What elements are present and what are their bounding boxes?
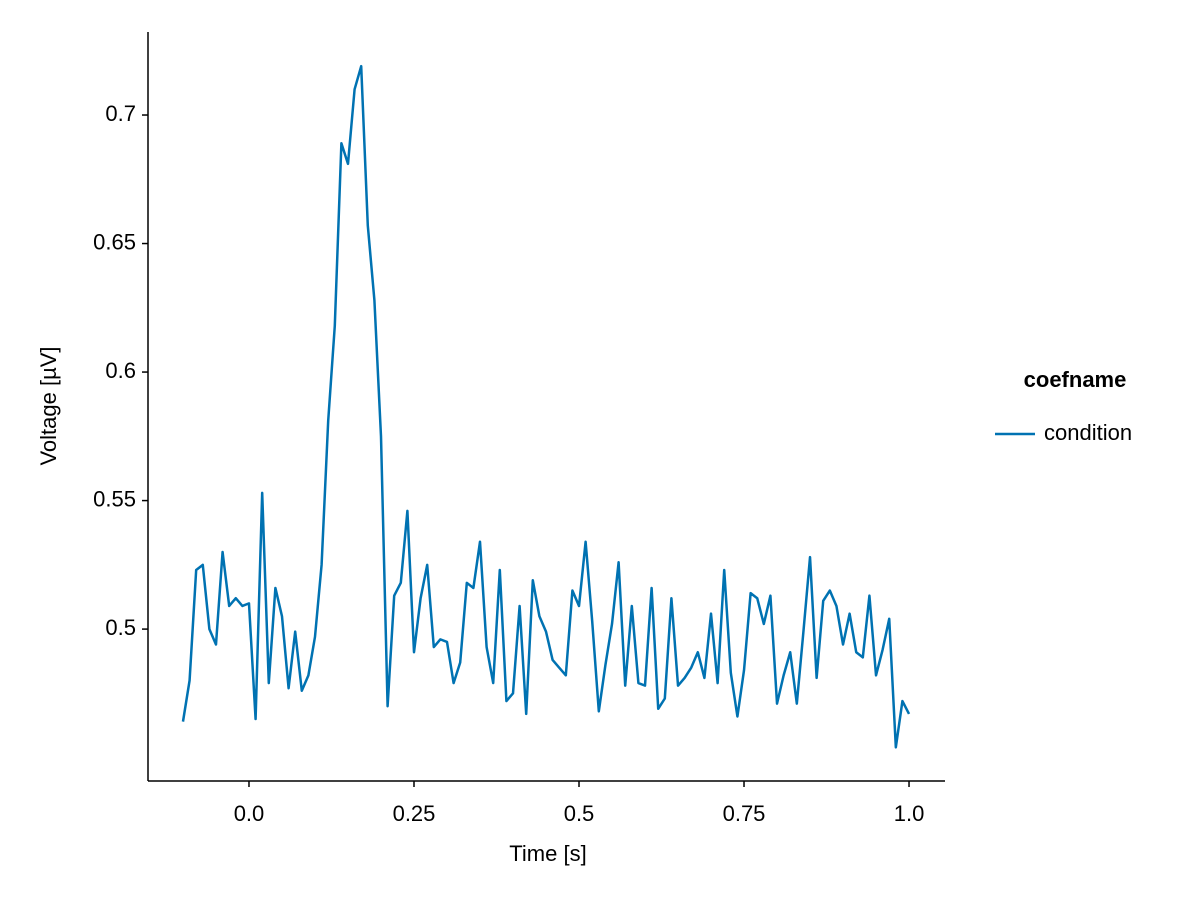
y-tick-label: 0.55 [93,486,136,511]
data-line [181,64,911,749]
y-tick-label: 0.6 [105,358,136,383]
y-axis-label: Voltage [µV] [36,346,61,465]
y-tick-label: 0.5 [105,615,136,640]
legend-title: coefname [1024,367,1127,392]
legend-label: condition [1044,420,1132,445]
x-axis-label: Time [s] [509,841,586,866]
y-tick-label: 0.7 [105,101,136,126]
x-tick-label: 1.0 [894,801,925,826]
x-tick-label: 0.75 [723,801,766,826]
y-tick-label: 0.65 [93,229,136,254]
x-tick-label: 0.25 [393,801,436,826]
x-tick-label: 0.5 [564,801,595,826]
x-tick-label: 0.0 [234,801,265,826]
